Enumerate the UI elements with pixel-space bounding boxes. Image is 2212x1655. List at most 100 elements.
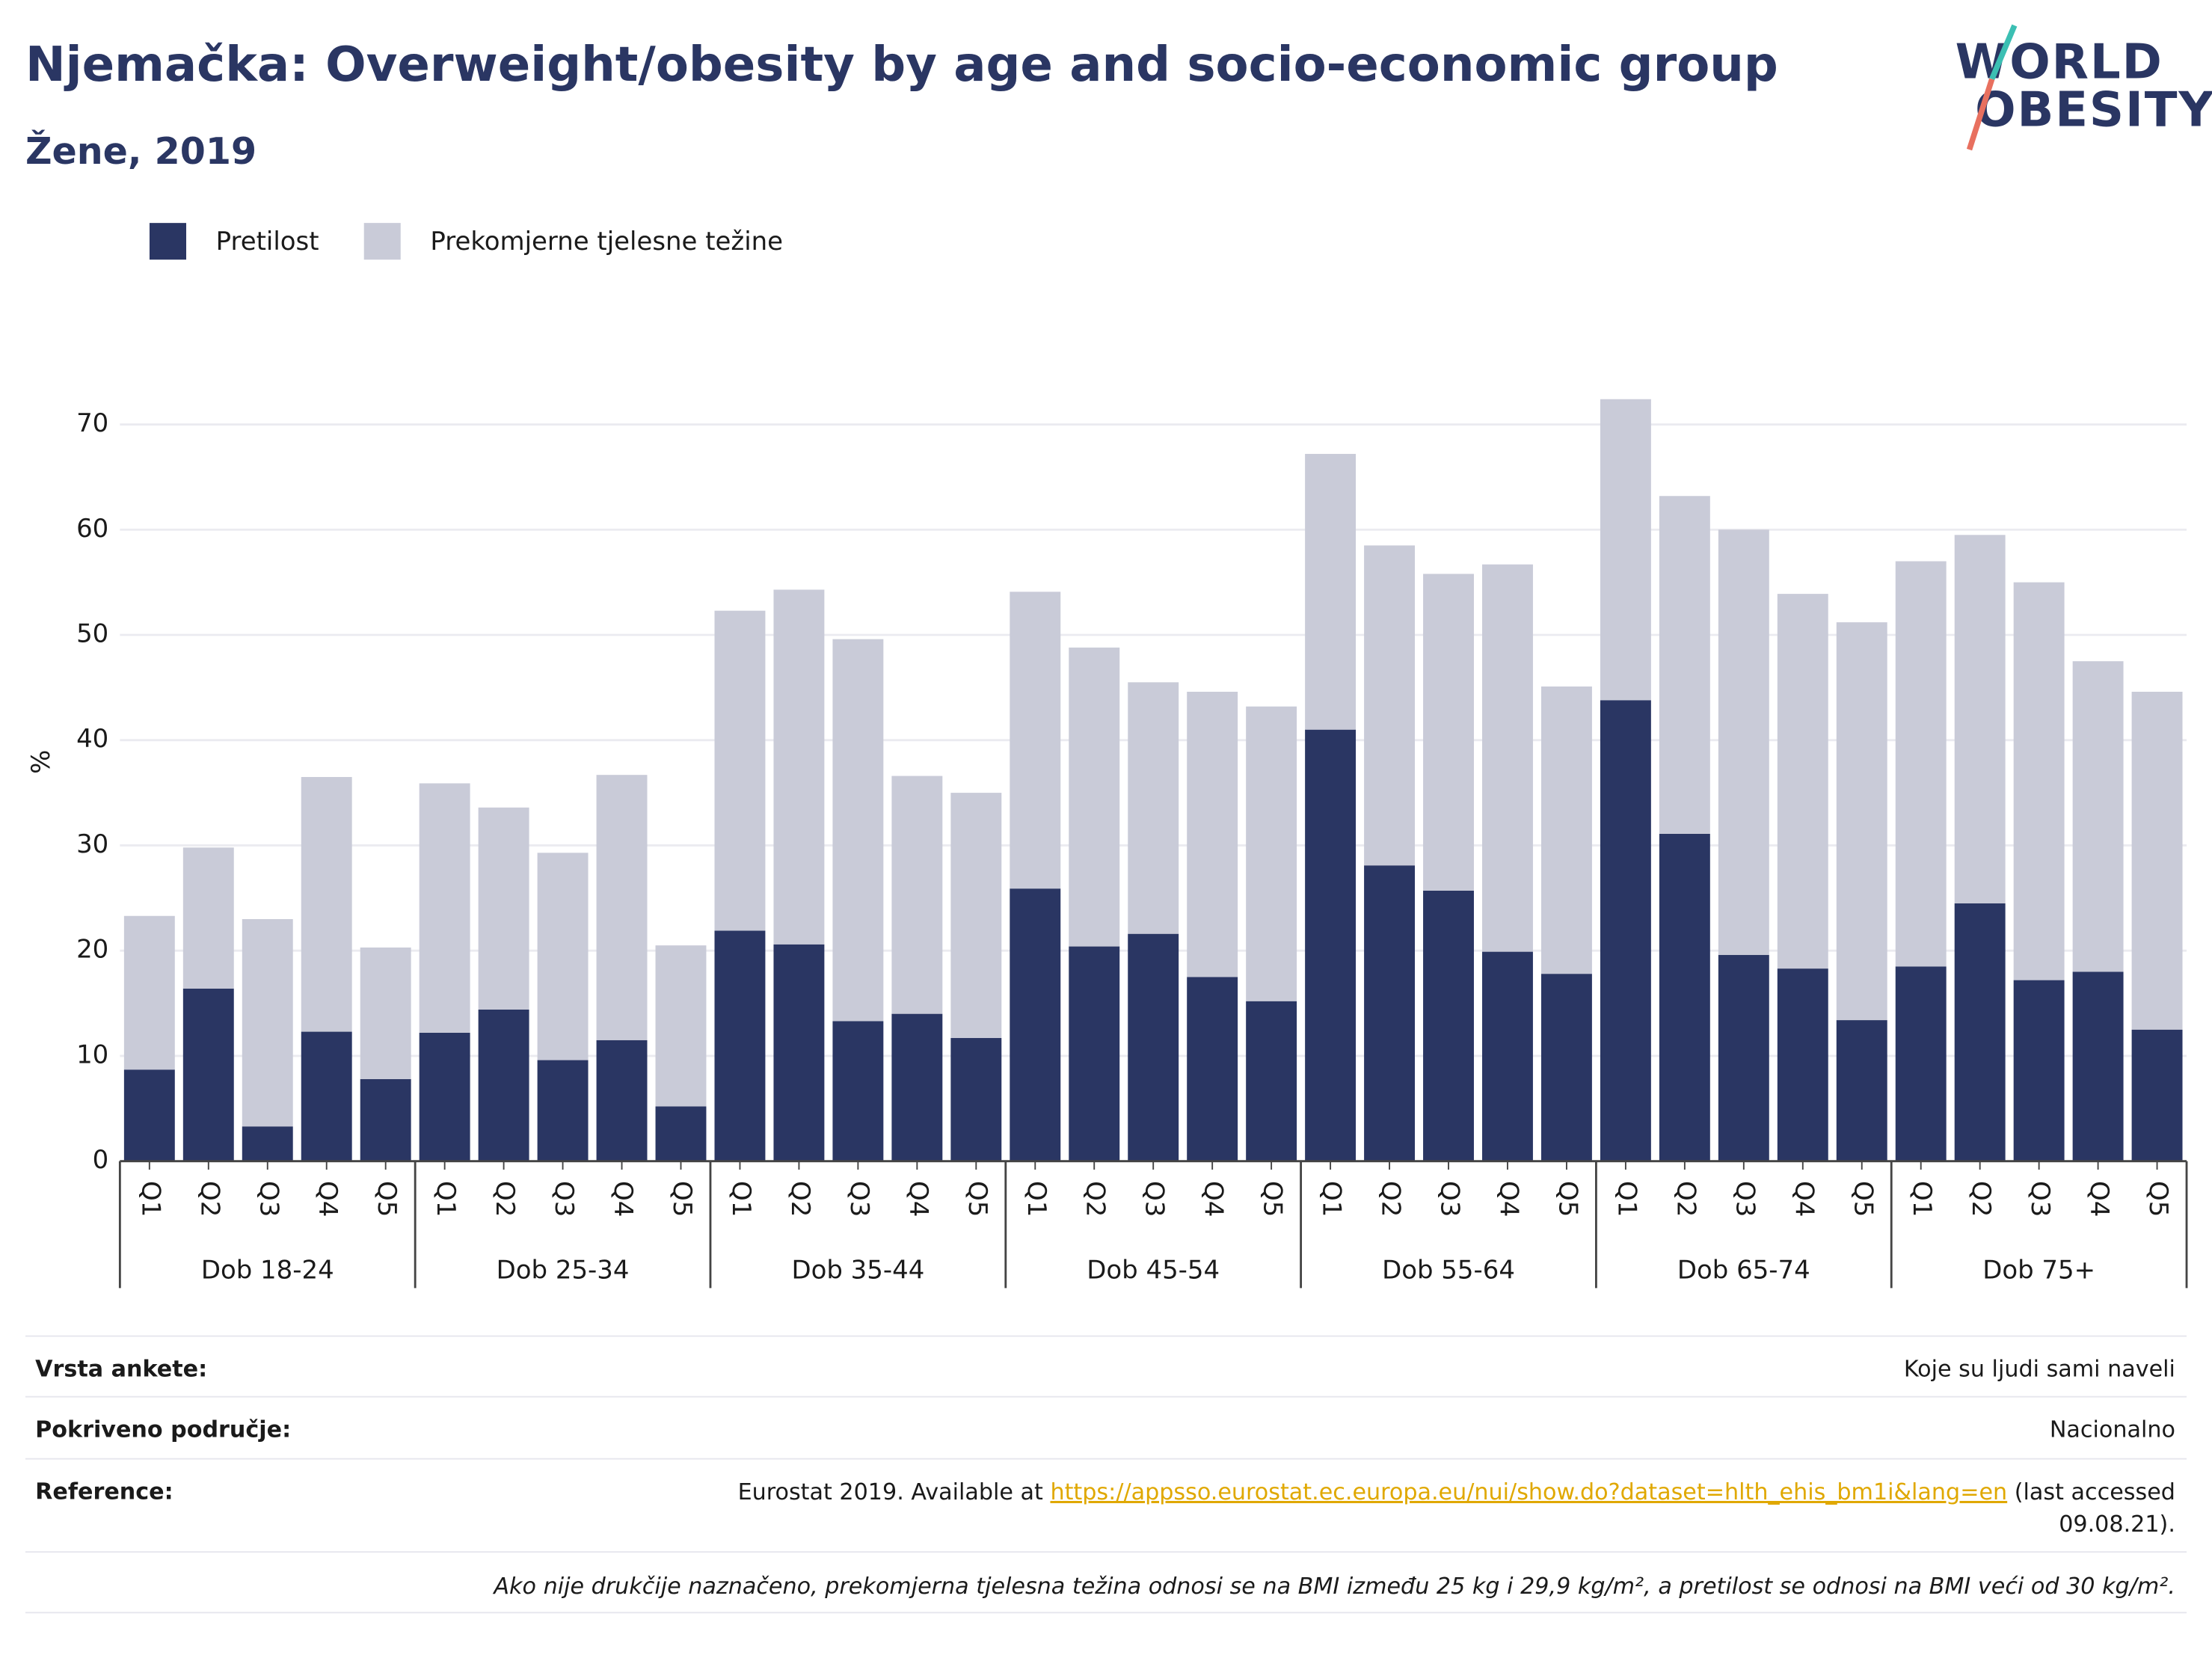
x-tick-label: Q4 <box>313 1181 342 1217</box>
y-tick-label: 40 <box>76 724 108 754</box>
bar <box>182 988 234 1161</box>
x-tick-label: Q1 <box>431 1181 461 1217</box>
bar <box>1836 622 1887 1021</box>
legend-label: Prekomjerne tjelesne težine <box>430 227 783 257</box>
bar <box>596 1040 648 1161</box>
footer-label: Reference: <box>35 1479 173 1505</box>
bar <box>1010 592 1061 889</box>
bar <box>891 1013 943 1161</box>
reference-link[interactable]: https://appsso.eurostat.ec.europa.eu/nui… <box>1050 1479 2007 1505</box>
x-tick-label: Q3 <box>1140 1181 1170 1217</box>
bar <box>2131 1029 2183 1161</box>
bar <box>773 944 825 1161</box>
footer-label: Vrsta ankete: <box>35 1356 207 1382</box>
x-tick-label: Q2 <box>490 1181 520 1217</box>
logo-slash <box>1989 24 2018 81</box>
bar <box>2072 661 2124 972</box>
y-tick-label: 60 <box>76 514 108 544</box>
bar <box>1482 564 1533 952</box>
x-tick-label: Q3 <box>844 1181 874 1217</box>
bar <box>596 775 648 1040</box>
y-tick-label: 70 <box>76 408 108 438</box>
logo: WORLD OBESITY <box>1956 24 2212 151</box>
x-tick-label: Q5 <box>1848 1181 1878 1217</box>
bar <box>1069 647 1120 947</box>
x-tick-label: Q2 <box>1966 1181 1996 1217</box>
bar <box>1010 888 1061 1161</box>
bar <box>1482 951 1533 1161</box>
logo-slash <box>1966 78 1995 151</box>
reference-text: 09.08.21). <box>2059 1511 2175 1538</box>
bar <box>1305 729 1357 1161</box>
bar <box>1540 974 1592 1161</box>
bar <box>182 847 234 989</box>
x-tick-label: Q1 <box>1612 1181 1641 1217</box>
bar <box>950 793 1002 1038</box>
bar <box>478 1009 529 1161</box>
group-label: Dob 45-54 <box>1087 1255 1220 1285</box>
bar <box>1600 399 1651 701</box>
group-label: Dob 25-34 <box>497 1255 630 1285</box>
x-tick-label: Q2 <box>1671 1181 1701 1217</box>
x-tick-label: Q3 <box>254 1181 283 1217</box>
x-tick-label: Q4 <box>1493 1181 1523 1217</box>
x-tick-label: Q1 <box>1907 1181 1937 1217</box>
x-tick-label: Q4 <box>2084 1181 2114 1217</box>
bar <box>1305 453 1357 730</box>
bar <box>1895 966 1947 1161</box>
x-tick-label: Q2 <box>194 1181 224 1217</box>
bar <box>360 1078 411 1161</box>
group-label: Dob 65-74 <box>1677 1255 1810 1285</box>
y-tick-label: 0 <box>93 1145 109 1175</box>
bar <box>2131 691 2183 1030</box>
bar <box>1777 594 1828 969</box>
bar <box>360 947 411 1079</box>
x-tick-label: Q4 <box>1789 1181 1819 1217</box>
bar <box>123 915 175 1070</box>
bar <box>301 776 352 1032</box>
x-tick-label: Q4 <box>1199 1181 1229 1217</box>
x-tick-label: Q3 <box>1435 1181 1465 1217</box>
bar <box>714 930 766 1161</box>
bar <box>1718 529 1769 955</box>
x-tick-label: Q4 <box>608 1181 638 1217</box>
logo-text: OBESITY <box>1975 82 2212 138</box>
x-tick-label: Q5 <box>667 1181 697 1217</box>
bar <box>832 1021 884 1161</box>
footer: Vrsta ankete: Koje su ljudi sami naveli … <box>25 1335 2187 1614</box>
x-tick-label: Q5 <box>372 1181 402 1217</box>
group-label: Dob 55-64 <box>1382 1255 1515 1285</box>
bar <box>123 1069 175 1161</box>
bar <box>891 776 943 1014</box>
bar <box>2013 980 2065 1161</box>
bar <box>950 1037 1002 1161</box>
x-tick-label: Q2 <box>785 1181 815 1217</box>
bar <box>1364 865 1416 1161</box>
bar <box>1423 574 1474 891</box>
bar <box>1246 1001 1297 1161</box>
bar <box>1069 946 1120 1161</box>
x-tick-label: Q3 <box>2025 1181 2055 1217</box>
bar <box>2072 971 2124 1161</box>
x-tick-label: Q5 <box>2143 1181 2173 1217</box>
bar <box>537 1060 589 1161</box>
footnote: Ako nije drukčije naznačeno, prekomjerna… <box>492 1573 2175 1600</box>
reference: Eurostat 2019. Available at https://apps… <box>738 1479 2175 1505</box>
bar <box>1187 691 1238 977</box>
footer-value: Koje su ljudi sami naveli <box>1904 1356 2175 1382</box>
x-tick-label: Q1 <box>135 1181 165 1217</box>
bar <box>419 1032 470 1161</box>
y-tick-label: 30 <box>76 829 108 859</box>
x-tick-label: Q4 <box>903 1181 933 1217</box>
bar <box>419 783 470 1033</box>
bar <box>1954 903 2006 1161</box>
bar <box>301 1031 352 1161</box>
bar <box>1423 890 1474 1161</box>
bar <box>1187 977 1238 1161</box>
x-tick-label: Q5 <box>1258 1181 1288 1217</box>
bar <box>1540 686 1592 974</box>
y-tick-label: 20 <box>76 935 108 965</box>
bar <box>2013 582 2065 980</box>
reference-text: (last accessed <box>2015 1479 2175 1505</box>
